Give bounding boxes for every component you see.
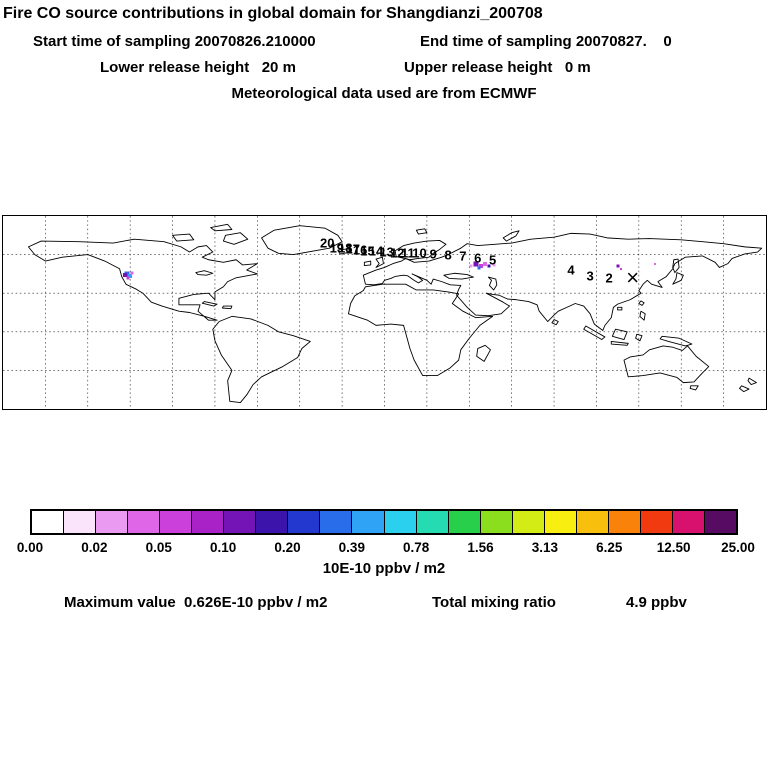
trajectory-day-label: 8	[444, 247, 452, 263]
colorbar-tick-label: 1.56	[467, 540, 494, 555]
colorbar-tick-label: 0.78	[403, 540, 430, 555]
upper-release-text: Upper release height 0 m	[404, 59, 591, 76]
colorbar-segment	[639, 511, 672, 533]
colorbar-segment	[319, 511, 352, 533]
colorbar-segment	[511, 511, 544, 533]
trajectory-day-label: 7	[459, 248, 467, 264]
colorbar-segment	[63, 511, 96, 533]
source-hotspot	[469, 264, 473, 268]
source-hotspot	[653, 262, 656, 265]
trajectory-day-label: 19	[329, 240, 345, 256]
trajectory-day-label: 2	[605, 270, 613, 286]
station-marker: ×	[626, 265, 640, 291]
trajectory-day-label: 5	[488, 252, 497, 268]
colorbar-segment	[127, 511, 160, 533]
trajectory-day-label: 12	[389, 245, 405, 261]
source-hotspot	[492, 263, 496, 266]
source-hotspot	[483, 261, 488, 266]
grid-lines	[3, 216, 766, 409]
colorbar-tick-label: 25.00	[721, 540, 755, 555]
colorbar-segment	[575, 511, 608, 533]
source-hotspot	[477, 266, 481, 270]
colorbar-segment	[287, 511, 320, 533]
colorbar-segment	[191, 511, 224, 533]
colorbar-labels: 0.00 0.02 0.05 0.10 0.20 0.39 0.78 1.56 3.13 6.25…	[17, 540, 755, 558]
colorbar-segment	[543, 511, 576, 533]
colorbar-segment	[351, 511, 384, 533]
source-hotspot	[122, 273, 127, 278]
start-time-text: Start time of sampling 20070826.210000	[33, 33, 316, 50]
trajectory-day-label: 17	[345, 241, 360, 257]
colorbar-tick-label: 0.39	[338, 540, 365, 555]
trajectory-day-label: 13	[379, 244, 394, 260]
colorbar-tick-label: 0.00	[16, 540, 44, 555]
colorbar-segment	[671, 511, 704, 533]
colorbar-segment	[255, 511, 288, 533]
source-hotspot	[130, 271, 134, 275]
colorbar-segment	[479, 511, 512, 533]
colorbar-tick-label: 0.10	[209, 540, 237, 555]
colorbar-tick-label: 3.13	[531, 540, 559, 555]
source-hotspot	[473, 261, 479, 267]
end-time-text: End time of sampling 20070827. 0	[420, 33, 672, 50]
trajectory-day-label: 3	[586, 268, 594, 284]
trajectory-day-label: 6	[474, 250, 482, 266]
colorbar-units: 10E-10 ppbv / m2	[322, 560, 446, 577]
total-mixing-label: Total mixing ratio	[432, 594, 556, 611]
colorbar-segment	[95, 511, 128, 533]
total-mixing-value: 4.9 ppbv	[626, 594, 687, 611]
trajectory-day-label: 18	[338, 240, 353, 256]
lower-release-text: Lower release height 20 m	[100, 59, 296, 76]
trajectory-day-label: 9	[429, 246, 437, 262]
source-hotspot	[487, 264, 491, 268]
colorbar	[30, 509, 738, 535]
trajectory-day-label: 15	[360, 243, 375, 259]
trajectory-day-label: 10	[412, 245, 427, 261]
colorbar-segment	[607, 511, 640, 533]
source-hotspot	[616, 264, 620, 268]
colorbar-segment	[703, 511, 737, 533]
colorbar-tick-label: 0.20	[274, 540, 301, 555]
colorbar-segment	[415, 511, 448, 533]
trajectory-day-label: 4	[567, 262, 575, 278]
colorbar-tick-label: 0.02	[81, 540, 108, 555]
colorbar-tick-label: 12.50	[656, 540, 691, 555]
colorbar-segment	[223, 511, 256, 533]
trajectory-day-label: 14	[368, 243, 384, 259]
colorbar-tick-label: 0.05	[145, 540, 172, 555]
max-value-text: Maximum value 0.626E-10 ppbv / m2	[64, 594, 328, 611]
colorbar-tick-label: 6.25	[596, 540, 623, 555]
source-hotspot	[619, 268, 622, 271]
trajectory-day-label: 11	[400, 245, 415, 261]
coastlines	[28, 224, 761, 402]
colorbar-segment	[32, 511, 64, 533]
source-hotspot	[128, 273, 133, 278]
colorbar-segment	[447, 511, 480, 533]
source-hotspot	[126, 276, 130, 280]
map-overlay: 20 19 18 17 16 15 14 13 12 11 10 9 8 7 6 5 4 3 2 ×	[3, 216, 766, 409]
source-hotspot	[478, 263, 483, 268]
source-hotspot	[124, 271, 130, 277]
colorbar-segment	[383, 511, 416, 533]
trajectory-day-label: 16	[352, 242, 368, 258]
colorbar-segment	[159, 511, 192, 533]
map-canvas	[3, 216, 766, 409]
world-map: 20 19 18 17 16 15 14 13 12 11 10 9 8 7 6 5 4 3 2 ×	[2, 215, 767, 410]
trajectory-day-label: 20	[320, 235, 335, 251]
plot-title: Fire CO source contributions in global d…	[3, 5, 543, 22]
met-data-text: Meteorological data used are from ECMWF	[231, 85, 537, 102]
